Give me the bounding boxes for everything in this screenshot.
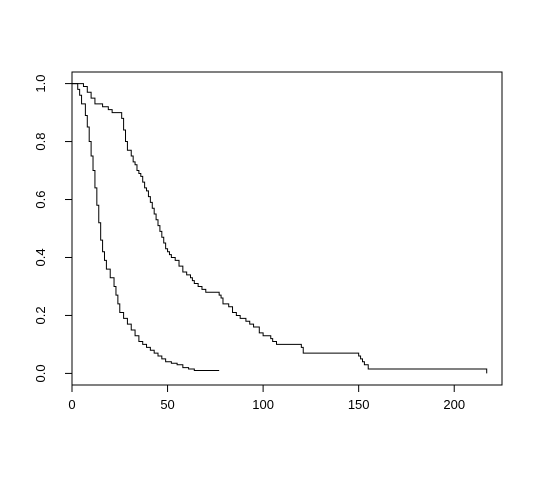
x-tick-label: 0: [68, 397, 75, 412]
y-tick-label: 0.0: [33, 364, 48, 382]
y-tick-label: 1.0: [33, 75, 48, 93]
x-tick-label: 150: [348, 397, 370, 412]
y-tick-label: 0.2: [33, 306, 48, 324]
y-axis: 0.0 0.2 0.4 0.6 0.8 1.0: [33, 75, 73, 382]
y-tick-label: 0.6: [33, 190, 48, 208]
x-tick-label: 200: [443, 397, 465, 412]
series-line-2: [72, 83, 488, 374]
x-tick-label: 50: [160, 397, 174, 412]
x-axis: 0 50 100 150 200: [68, 384, 465, 412]
plot-frame: [71, 71, 503, 386]
y-tick-label: 0.4: [33, 248, 48, 266]
x-tick-label: 100: [252, 397, 274, 412]
series-layer: [72, 83, 488, 374]
y-tick-label: 0.8: [33, 133, 48, 151]
series-line-1: [72, 83, 220, 372]
